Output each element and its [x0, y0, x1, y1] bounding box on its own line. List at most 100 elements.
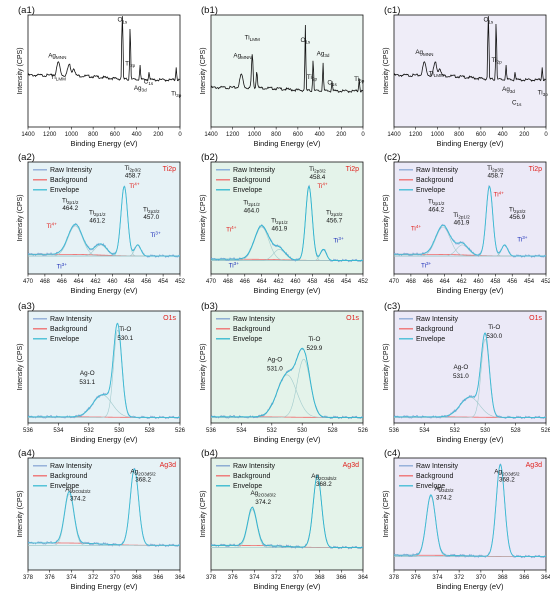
x-tick-label: 368	[132, 575, 143, 581]
peak-annotation: C1s	[327, 79, 337, 87]
x-tick-label: 534	[53, 428, 64, 434]
x-tick-label: 462	[457, 279, 468, 285]
legend-label: Raw Intensity	[233, 316, 276, 323]
panel-label: (a3)	[18, 301, 35, 312]
x-tick-label: 374	[66, 575, 77, 581]
legend-label: Envelope	[50, 483, 79, 490]
legend-label: Raw Intensity	[50, 463, 93, 470]
peak-annotation: 461.2	[89, 217, 105, 224]
peak-annotation: Ag-O	[80, 370, 95, 377]
x-tick-label: 456	[324, 279, 335, 285]
panel-title: O1s	[163, 315, 176, 322]
legend-label: Envelope	[416, 336, 445, 343]
x-tick-label: 372	[271, 575, 282, 581]
plot-area	[27, 310, 181, 424]
panel-title: Ag3d	[343, 462, 359, 469]
peak-annotation: Ag2O3d5/2	[130, 469, 156, 477]
x-tick-label: 530	[114, 428, 125, 434]
x-tick-label: 1400	[204, 132, 218, 138]
panel-b3: (b3) 536 534 532 530 528 526 Binding Energy (eV…	[200, 301, 369, 444]
peak-annotation: Ti4+	[129, 181, 140, 189]
x-tick-label: 466	[240, 279, 251, 285]
peak-annotation: 464.2	[428, 206, 444, 213]
peak-annotation: C1s	[144, 78, 154, 86]
legend-label: Envelope	[233, 336, 262, 343]
peak-annotation: TiLMM	[245, 35, 260, 43]
x-tick-label: 364	[175, 575, 186, 581]
peak-annotation: 368.2	[135, 477, 151, 484]
x-tick-label: 366	[336, 575, 347, 581]
peak-annotation: Ti3+	[421, 261, 432, 269]
peak-annotation: 531.0	[267, 365, 283, 372]
x-tick-label: 456	[507, 279, 518, 285]
x-tick-label: 534	[419, 428, 430, 434]
x-tick-label: 464	[440, 279, 451, 285]
peak-annotation: AgMNN	[415, 49, 433, 57]
series-envelope	[394, 463, 546, 558]
peak-annotation: 374.2	[70, 496, 86, 503]
x-tick-label: 460	[290, 279, 301, 285]
peak-annotation: Ti2p1/2	[62, 197, 79, 205]
peak-annotation: 530.1	[117, 335, 133, 342]
peak-annotation: Ti4+	[226, 225, 237, 233]
peak-annotation: Ag3d3/2	[434, 485, 454, 493]
x-tick-label: 1000	[431, 132, 445, 138]
x-tick-label: 800	[454, 132, 465, 138]
x-tick-label: 600	[293, 132, 304, 138]
series-group	[394, 184, 546, 258]
y-axis-label: Intensity (CPS)	[383, 194, 390, 241]
x-tick-label: 458	[124, 279, 135, 285]
peak-annotation: 368.2	[499, 477, 515, 484]
panel-label: (b4)	[201, 448, 218, 459]
x-tick-label: 468	[40, 279, 51, 285]
peak-annotation: Ag-O	[267, 356, 282, 363]
peak-annotation: Ti3+	[150, 231, 161, 239]
x-tick-label: 376	[411, 575, 422, 581]
x-tick-label: 374	[249, 575, 260, 581]
x-tick-label: 368	[498, 575, 509, 581]
series-group	[211, 184, 363, 263]
x-tick-label: 458	[307, 279, 318, 285]
x-tick-label: 454	[341, 279, 352, 285]
x-tick-label: 466	[423, 279, 434, 285]
panel-label: (c1)	[384, 5, 400, 16]
y-axis-label: Intensity (CPS)	[17, 47, 24, 94]
x-tick-label: 0	[178, 132, 182, 138]
peak-annotation: 464.2	[62, 205, 78, 212]
series-group	[28, 322, 180, 420]
peak-annotation: 530.0	[486, 333, 502, 340]
legend-label: Background	[416, 177, 453, 184]
legend-label: Envelope	[416, 187, 445, 194]
x-tick-label: 470	[206, 279, 217, 285]
series-envelope	[394, 332, 546, 418]
legend-label: Envelope	[233, 483, 262, 490]
panel-title: Ag3d	[160, 462, 176, 469]
series-group	[28, 185, 180, 258]
peak-annotation: C1s	[512, 100, 522, 108]
x-tick-label: 376	[45, 575, 56, 581]
peak-annotation: Ti2p	[492, 57, 503, 65]
y-axis-label: Intensity (CPS)	[383, 490, 390, 537]
series-envelope	[211, 185, 363, 262]
peak-annotation: Ti2p1/2	[271, 217, 288, 225]
x-axis-label: Binding Energy (eV)	[70, 139, 138, 148]
peak-annotation: Ti2p3/2	[309, 166, 326, 174]
peak-annotation: 374.2	[255, 499, 271, 506]
series-envelope	[28, 185, 180, 257]
x-tick-label: 454	[158, 279, 169, 285]
x-tick-label: 528	[328, 428, 339, 434]
peak-annotation: TiLMM	[429, 70, 444, 78]
peak-annotation: Ti3p	[538, 90, 549, 98]
peak-annotation: Ag2O3d5/2	[311, 473, 337, 481]
series-group	[28, 467, 180, 548]
x-tick-label: 536	[23, 428, 34, 434]
panel-c2: (c2) 470 468 466 464 462 460 458 456 454 452 Bindin…	[383, 152, 550, 295]
series-group	[394, 16, 546, 82]
x-tick-label: 1000	[65, 132, 79, 138]
y-axis-label: Intensity (CPS)	[383, 343, 390, 390]
series-survey	[28, 16, 180, 82]
panel-label: (c3)	[384, 301, 400, 312]
panel-label: (b2)	[201, 152, 218, 163]
legend-label: Envelope	[50, 187, 79, 194]
